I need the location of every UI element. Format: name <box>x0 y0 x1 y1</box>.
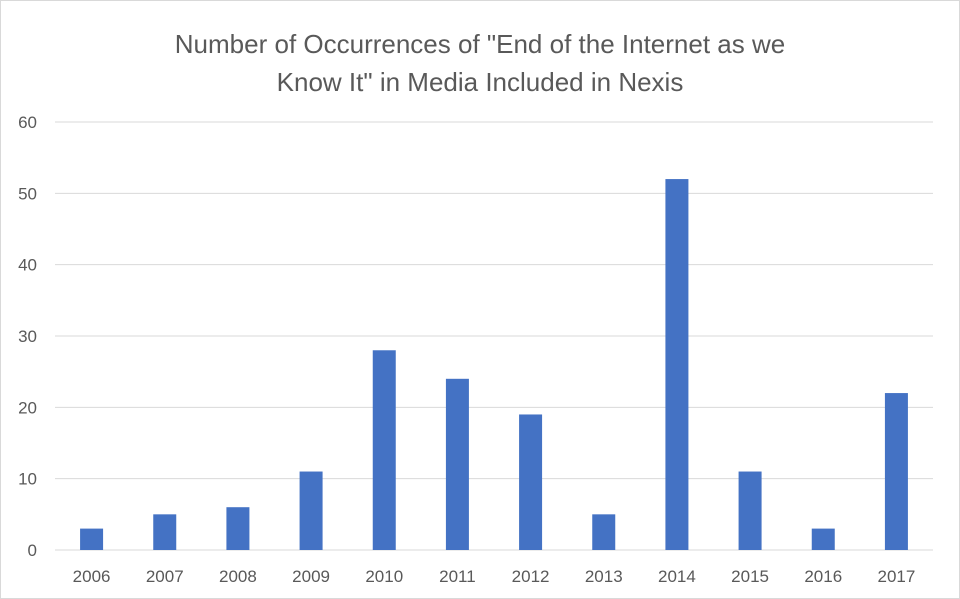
x-tick-label-2008: 2008 <box>219 567 257 586</box>
x-tick-label-2017: 2017 <box>878 567 916 586</box>
bar-2012 <box>519 414 543 550</box>
bar-2006 <box>80 528 104 550</box>
chart-title-line-1: Number of Occurrences of "End of the Int… <box>174 29 786 59</box>
x-tick-label-2007: 2007 <box>146 567 184 586</box>
x-tick-label-2010: 2010 <box>365 567 403 586</box>
x-tick-label-2012: 2012 <box>512 567 550 586</box>
y-tick-label-50: 50 <box>18 184 37 203</box>
x-tick-label-2016: 2016 <box>804 567 842 586</box>
chart-title: Number of Occurrences of "End of the Int… <box>1 25 959 101</box>
y-tick-label-0: 0 <box>28 541 37 560</box>
x-tick-label-2009: 2009 <box>292 567 330 586</box>
bar-2009 <box>299 471 323 550</box>
bar-2013 <box>592 514 616 550</box>
x-tick-label-2006: 2006 <box>73 567 111 586</box>
bar-2008 <box>226 507 250 550</box>
x-tick-label-2013: 2013 <box>585 567 623 586</box>
chart-title-line-2: Know It" in Media Included in Nexis <box>276 67 684 97</box>
x-tick-label-2014: 2014 <box>658 567 696 586</box>
y-tick-label-30: 30 <box>18 327 37 346</box>
bar-2014 <box>665 179 689 551</box>
y-tick-label-60: 60 <box>18 113 37 132</box>
y-tick-label-40: 40 <box>18 256 37 275</box>
bar-2010 <box>372 350 396 550</box>
bar-2011 <box>445 378 469 550</box>
bar-2016 <box>811 528 835 550</box>
bar-2015 <box>738 471 762 550</box>
x-tick-label-2015: 2015 <box>731 567 769 586</box>
y-tick-label-10: 10 <box>18 470 37 489</box>
bar-2007 <box>153 514 177 550</box>
y-tick-label-20: 20 <box>18 398 37 417</box>
x-tick-label-2011: 2011 <box>439 567 476 586</box>
bar-2017 <box>884 393 908 550</box>
